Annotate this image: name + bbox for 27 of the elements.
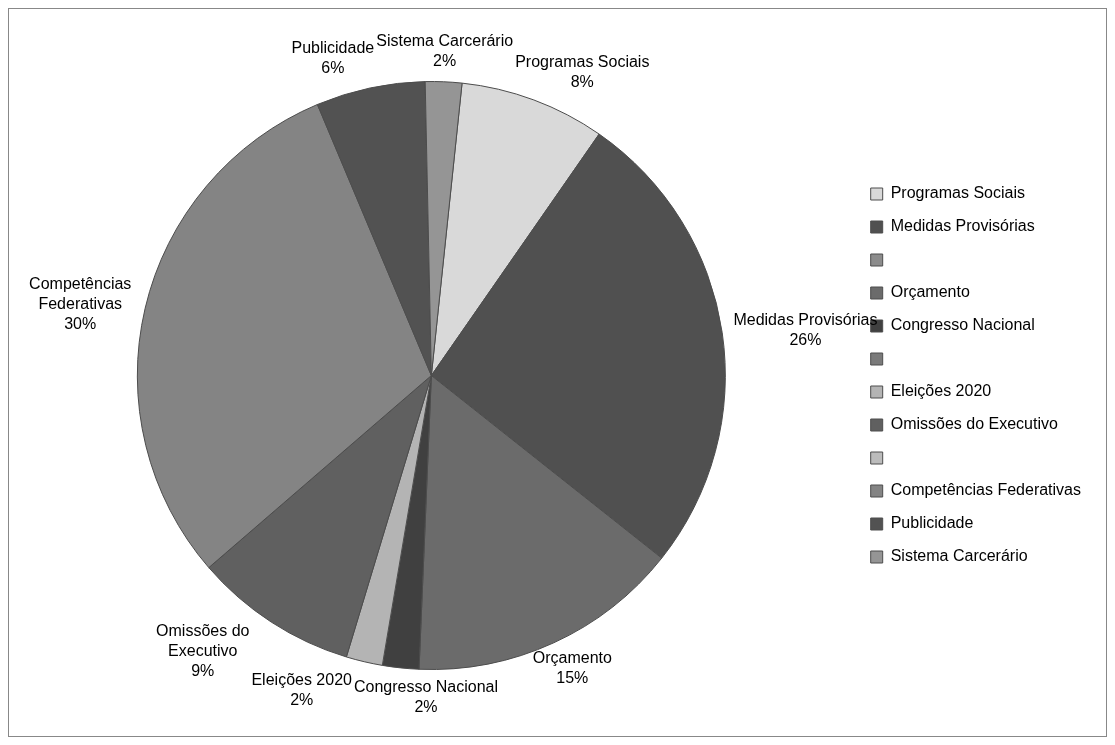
slice-label: Congresso Nacional bbox=[353, 678, 499, 696]
legend-label: Eleições 2020 bbox=[890, 382, 992, 400]
legend-label: Sistema Carcerário bbox=[890, 547, 1028, 565]
legend-label: Publicidade bbox=[890, 514, 974, 532]
slice-label: Omissões do Executivo bbox=[156, 621, 250, 659]
slice-label: Publicidade bbox=[291, 39, 375, 57]
data-label: 6% bbox=[321, 59, 345, 77]
slice-label: Programas Sociais bbox=[515, 53, 650, 71]
legend-label: Competências Federativas bbox=[890, 481, 1081, 499]
legend-label: Congresso Nacional bbox=[890, 316, 1035, 334]
legend-label: Omissões do Executivo bbox=[890, 415, 1058, 433]
slice-label: Sistema Carcerário bbox=[376, 32, 514, 50]
data-label: 15% bbox=[556, 668, 589, 686]
data-label: 8% bbox=[570, 73, 594, 91]
slice-label: Medidas Provisórias bbox=[733, 311, 878, 329]
data-label: 2% bbox=[433, 52, 457, 70]
data-label: 9% bbox=[191, 661, 215, 679]
legend-label: Medidas Provisórias bbox=[890, 217, 1035, 235]
data-label: 2% bbox=[414, 698, 438, 716]
data-label: 26% bbox=[789, 331, 822, 349]
data-label: 2% bbox=[290, 690, 314, 708]
data-label: 30% bbox=[64, 314, 97, 332]
slice-label: Eleições 2020 bbox=[251, 670, 353, 688]
slice-label: Orçamento bbox=[532, 648, 612, 666]
legend-label: Programas Sociais bbox=[890, 184, 1025, 202]
legend-label: Orçamento bbox=[890, 283, 970, 301]
slice-label: Competências Federativas bbox=[29, 274, 132, 312]
